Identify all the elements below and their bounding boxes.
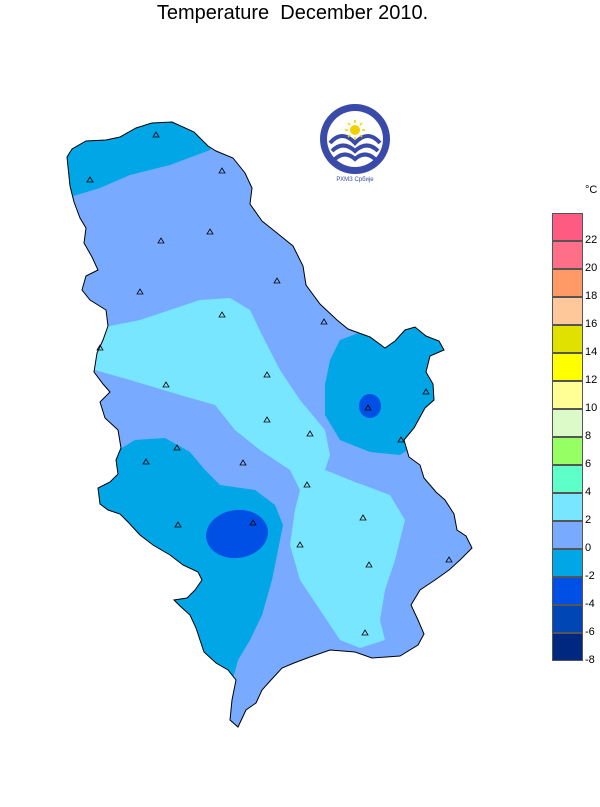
legend-label: 6 (585, 458, 592, 470)
legend-swatch (552, 325, 583, 353)
station-triangle-icon (320, 318, 328, 325)
legend-label: 4 (585, 486, 592, 498)
legend-label: 20 (585, 262, 598, 274)
zone-east-cold-core (359, 394, 381, 418)
station-triangle-icon (218, 167, 226, 174)
legend-swatch (552, 409, 583, 437)
station-triangle-icon (162, 381, 170, 388)
legend-label: 8 (585, 430, 592, 442)
station-markers (86, 131, 453, 636)
station-triangle-icon (445, 556, 453, 563)
station-triangle-icon (263, 371, 271, 378)
legend-label: 2 (585, 514, 592, 526)
station-triangle-icon (174, 521, 182, 528)
legend-swatch (552, 521, 583, 549)
legend-swatch (552, 241, 583, 269)
station-triangle-icon (359, 514, 367, 521)
legend-swatch (552, 297, 583, 325)
station-triangle-icon (273, 277, 281, 284)
zone-southwest-cold-core (206, 509, 268, 559)
station-triangle-icon (296, 541, 304, 548)
station-triangle-icon (306, 430, 314, 437)
legend-swatch (552, 577, 583, 605)
station-triangle-icon (152, 131, 160, 138)
station-triangle-icon (206, 228, 214, 235)
legend-swatch (552, 269, 583, 297)
legend-label: 0 (585, 542, 592, 554)
zone-east-cold (325, 325, 450, 455)
legend-swatch (552, 493, 583, 521)
station-triangle-icon (142, 458, 150, 465)
station-triangle-icon (249, 519, 257, 526)
legend-label: 10 (585, 402, 598, 414)
zone-central-warm (90, 298, 405, 648)
legend-swatch (552, 605, 583, 633)
country-border (66, 121, 473, 728)
station-triangle-icon (397, 436, 405, 443)
legend-label: 16 (585, 318, 598, 330)
legend-label: -6 (585, 626, 595, 638)
legend-swatch (552, 437, 583, 465)
legend-label: 14 (585, 346, 598, 358)
legend-swatch (552, 633, 583, 661)
unit-label: °C (585, 184, 598, 196)
logo-text: РХМЗ Србије (336, 177, 374, 183)
map-title: Temperature December 2010. (156, 2, 429, 24)
legend-swatch (552, 381, 583, 409)
station-triangle-icon (422, 388, 430, 395)
station-triangle-icon (361, 629, 369, 636)
station-triangle-icon (218, 311, 226, 318)
legend-label: 18 (585, 290, 598, 302)
legend-label: -2 (585, 570, 595, 582)
station-triangle-icon (263, 416, 271, 423)
station-triangle-icon (365, 561, 373, 568)
legend-label: -8 (585, 654, 595, 666)
station-triangle-icon (173, 444, 181, 451)
station-triangle-icon (364, 404, 372, 411)
station-triangle-icon (303, 481, 311, 488)
station-triangle-icon (239, 459, 247, 466)
legend-swatch (552, 549, 583, 577)
legend-swatch (552, 213, 583, 241)
legend-label: 22 (585, 234, 598, 246)
legend-swatch (552, 465, 583, 493)
legend-swatch (552, 353, 583, 381)
legend-label: 12 (585, 374, 598, 386)
rhmz-logo-icon: РХМЗ Србије (320, 104, 390, 183)
legend-label: -4 (585, 598, 595, 610)
station-triangle-icon (157, 237, 165, 244)
station-triangle-icon (86, 176, 94, 183)
station-triangle-icon (136, 288, 144, 295)
station-triangle-icon (96, 344, 104, 351)
